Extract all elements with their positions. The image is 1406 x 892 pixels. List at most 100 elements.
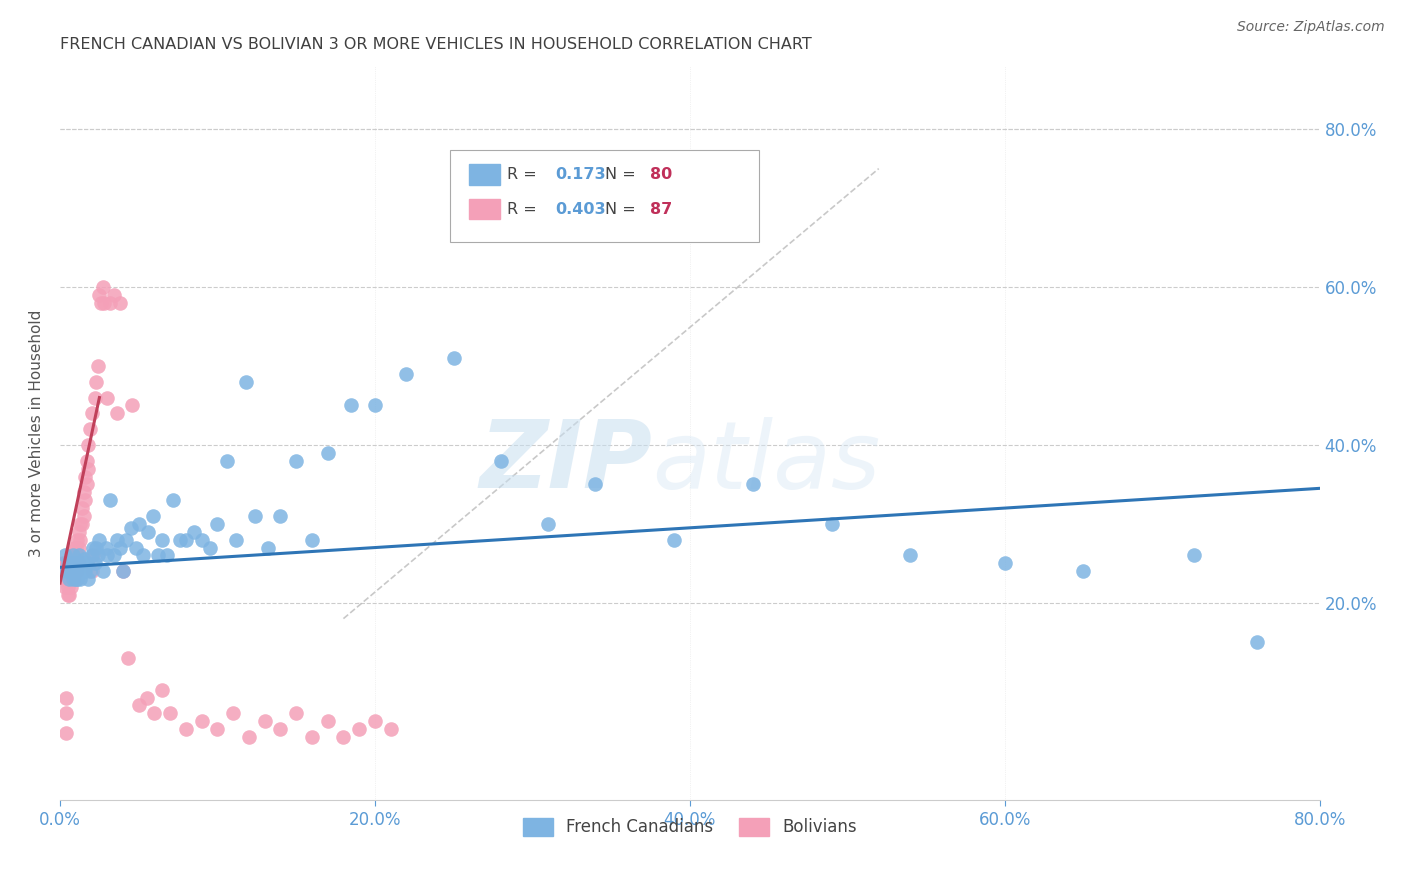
Point [52,557,75,571]
Point [90,295,112,310]
Point [135,690,157,705]
Point [69,557,91,571]
Point [60,557,83,571]
Point [58,588,80,602]
Point [60,564,83,578]
Text: R =: R = [508,202,543,217]
Point [60,572,83,586]
Point [124,541,146,555]
Point [245,508,267,523]
Point [56,557,79,571]
Point [93,295,115,310]
Point [207,516,229,531]
Point [63,557,86,571]
Point [79,422,101,436]
Point [162,493,184,508]
Point [80,564,103,578]
Point [316,446,339,460]
Point [76,477,98,491]
Point [301,730,323,744]
Point [53,572,76,586]
Text: Source: ZipAtlas.com: Source: ZipAtlas.com [1237,20,1385,34]
Point [174,722,197,736]
Point [1246,635,1268,649]
Point [183,524,205,539]
Point [190,714,212,729]
Point [741,477,763,491]
Point [55,706,77,721]
Point [156,549,179,563]
Point [128,698,150,713]
Point [128,516,150,531]
Point [62,564,84,578]
Point [146,549,169,563]
Point [56,588,79,602]
Point [100,295,122,310]
Point [82,549,104,563]
Point [53,580,76,594]
Point [87,549,110,563]
Point [77,572,100,586]
Point [340,399,363,413]
Point [150,682,173,697]
Point [67,549,90,563]
Point [65,564,87,578]
Point [62,572,84,586]
Point [51,564,73,578]
Point [136,524,159,539]
Bar [470,164,499,185]
Point [70,516,93,531]
Text: 0.403: 0.403 [555,202,606,217]
Point [207,722,229,736]
Point [55,564,77,578]
Point [70,557,93,571]
Point [537,516,560,531]
Point [142,508,165,523]
Point [820,516,842,531]
Point [103,288,125,302]
Point [1073,564,1095,578]
Point [111,564,134,578]
Point [898,549,921,563]
Point [489,453,512,467]
Point [72,564,94,578]
Point [66,549,89,563]
Text: R =: R = [508,167,543,182]
Point [443,351,465,365]
Point [75,469,97,483]
Point [56,557,79,571]
Point [60,580,83,594]
Point [66,572,89,586]
Point [72,485,94,500]
Text: atlas: atlas [652,417,880,508]
Point [76,557,98,571]
Point [67,524,90,539]
Point [253,714,276,729]
Point [285,706,308,721]
Point [169,533,191,547]
Text: N =: N = [606,167,641,182]
Point [65,541,87,555]
Point [347,722,370,736]
Point [62,549,84,563]
Point [105,533,128,547]
Point [66,557,89,571]
Point [75,564,97,578]
Point [143,706,166,721]
Point [60,557,83,571]
Y-axis label: 3 or more Vehicles in Household: 3 or more Vehicles in Household [30,310,44,557]
Point [269,508,291,523]
Point [364,714,387,729]
Point [121,399,143,413]
Point [62,572,84,586]
Point [65,572,87,586]
Point [994,557,1017,571]
Point [100,493,122,508]
Point [91,280,114,294]
Point [69,533,91,547]
Point [83,391,105,405]
Point [67,564,90,578]
Point [84,375,107,389]
Point [63,541,86,555]
Point [80,406,103,420]
